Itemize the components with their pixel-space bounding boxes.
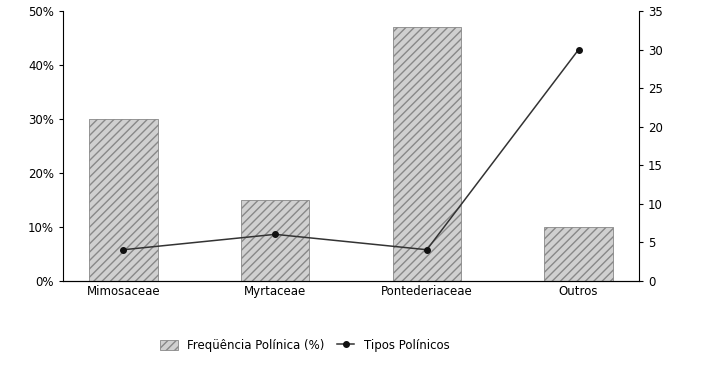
Legend: Freqüência Polínica (%), Tipos Polínicos: Freqüência Polínica (%), Tipos Polínicos bbox=[157, 335, 453, 355]
Bar bbox=[392, 27, 461, 280]
Bar bbox=[544, 227, 613, 280]
Bar bbox=[241, 200, 310, 280]
Bar bbox=[89, 119, 158, 280]
